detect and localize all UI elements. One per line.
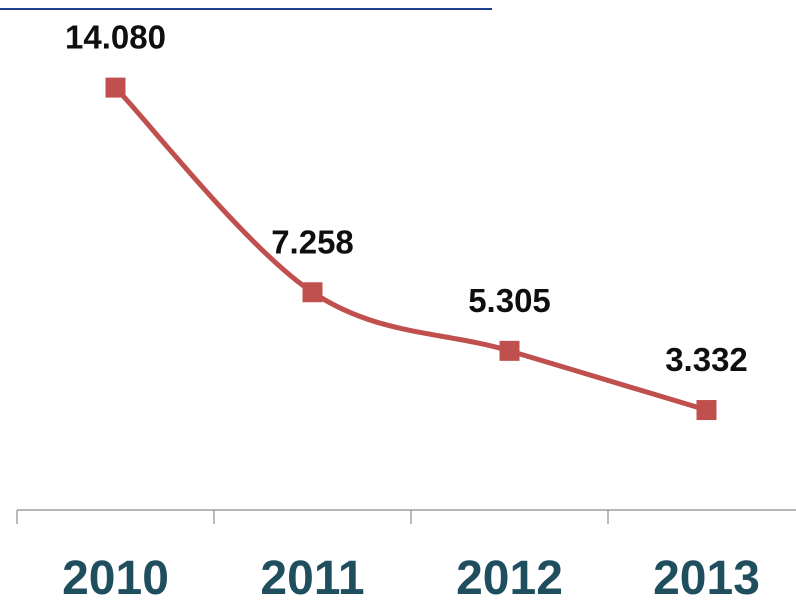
data-label: 14.080: [65, 19, 166, 56]
data-point-marker: [696, 400, 717, 421]
x-tick-label: 2012: [456, 552, 563, 600]
series-line: [113, 85, 709, 413]
series-layer: [105, 77, 717, 421]
x-tick-label-layer: 2010 2011 2012 2013: [62, 552, 760, 600]
x-tick-label: 2010: [62, 552, 169, 600]
data-point-marker: [302, 282, 323, 303]
data-label-layer: 14.080 7.258 5.305 3.332: [65, 19, 748, 378]
top-rule: [0, 8, 492, 10]
data-point-marker: [499, 340, 520, 361]
data-label: 7.258: [271, 223, 354, 260]
data-label: 5.305: [468, 282, 551, 319]
data-label: 3.332: [665, 341, 748, 378]
x-axis: [16, 509, 796, 524]
x-tick-label: 2011: [260, 552, 364, 600]
data-point-marker: [105, 77, 126, 98]
x-tick-label: 2013: [653, 552, 760, 600]
